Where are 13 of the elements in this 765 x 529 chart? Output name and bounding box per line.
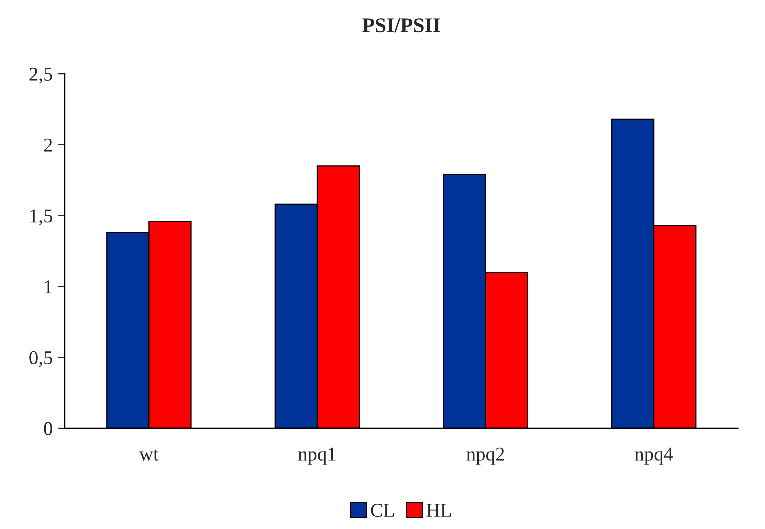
- legend-label: HL: [426, 504, 452, 517]
- y-tick-label: 2,5: [30, 68, 52, 84]
- x-tick-label: npq2: [466, 448, 504, 465]
- x-tick-label: wt: [139, 450, 159, 461]
- x-tick-label: npq1: [298, 448, 336, 465]
- x-tick-label: npq4: [635, 448, 674, 465]
- legend-label: CL: [371, 504, 394, 518]
- y-tick-label: 0,5: [30, 351, 52, 368]
- y-tick-label: 1,5: [30, 210, 52, 226]
- chart-title: PSI/PSII: [362, 18, 440, 33]
- y-tick-label: 1: [45, 280, 52, 294]
- y-tick-label: 0: [44, 422, 52, 436]
- y-tick-label: 2: [44, 138, 52, 152]
